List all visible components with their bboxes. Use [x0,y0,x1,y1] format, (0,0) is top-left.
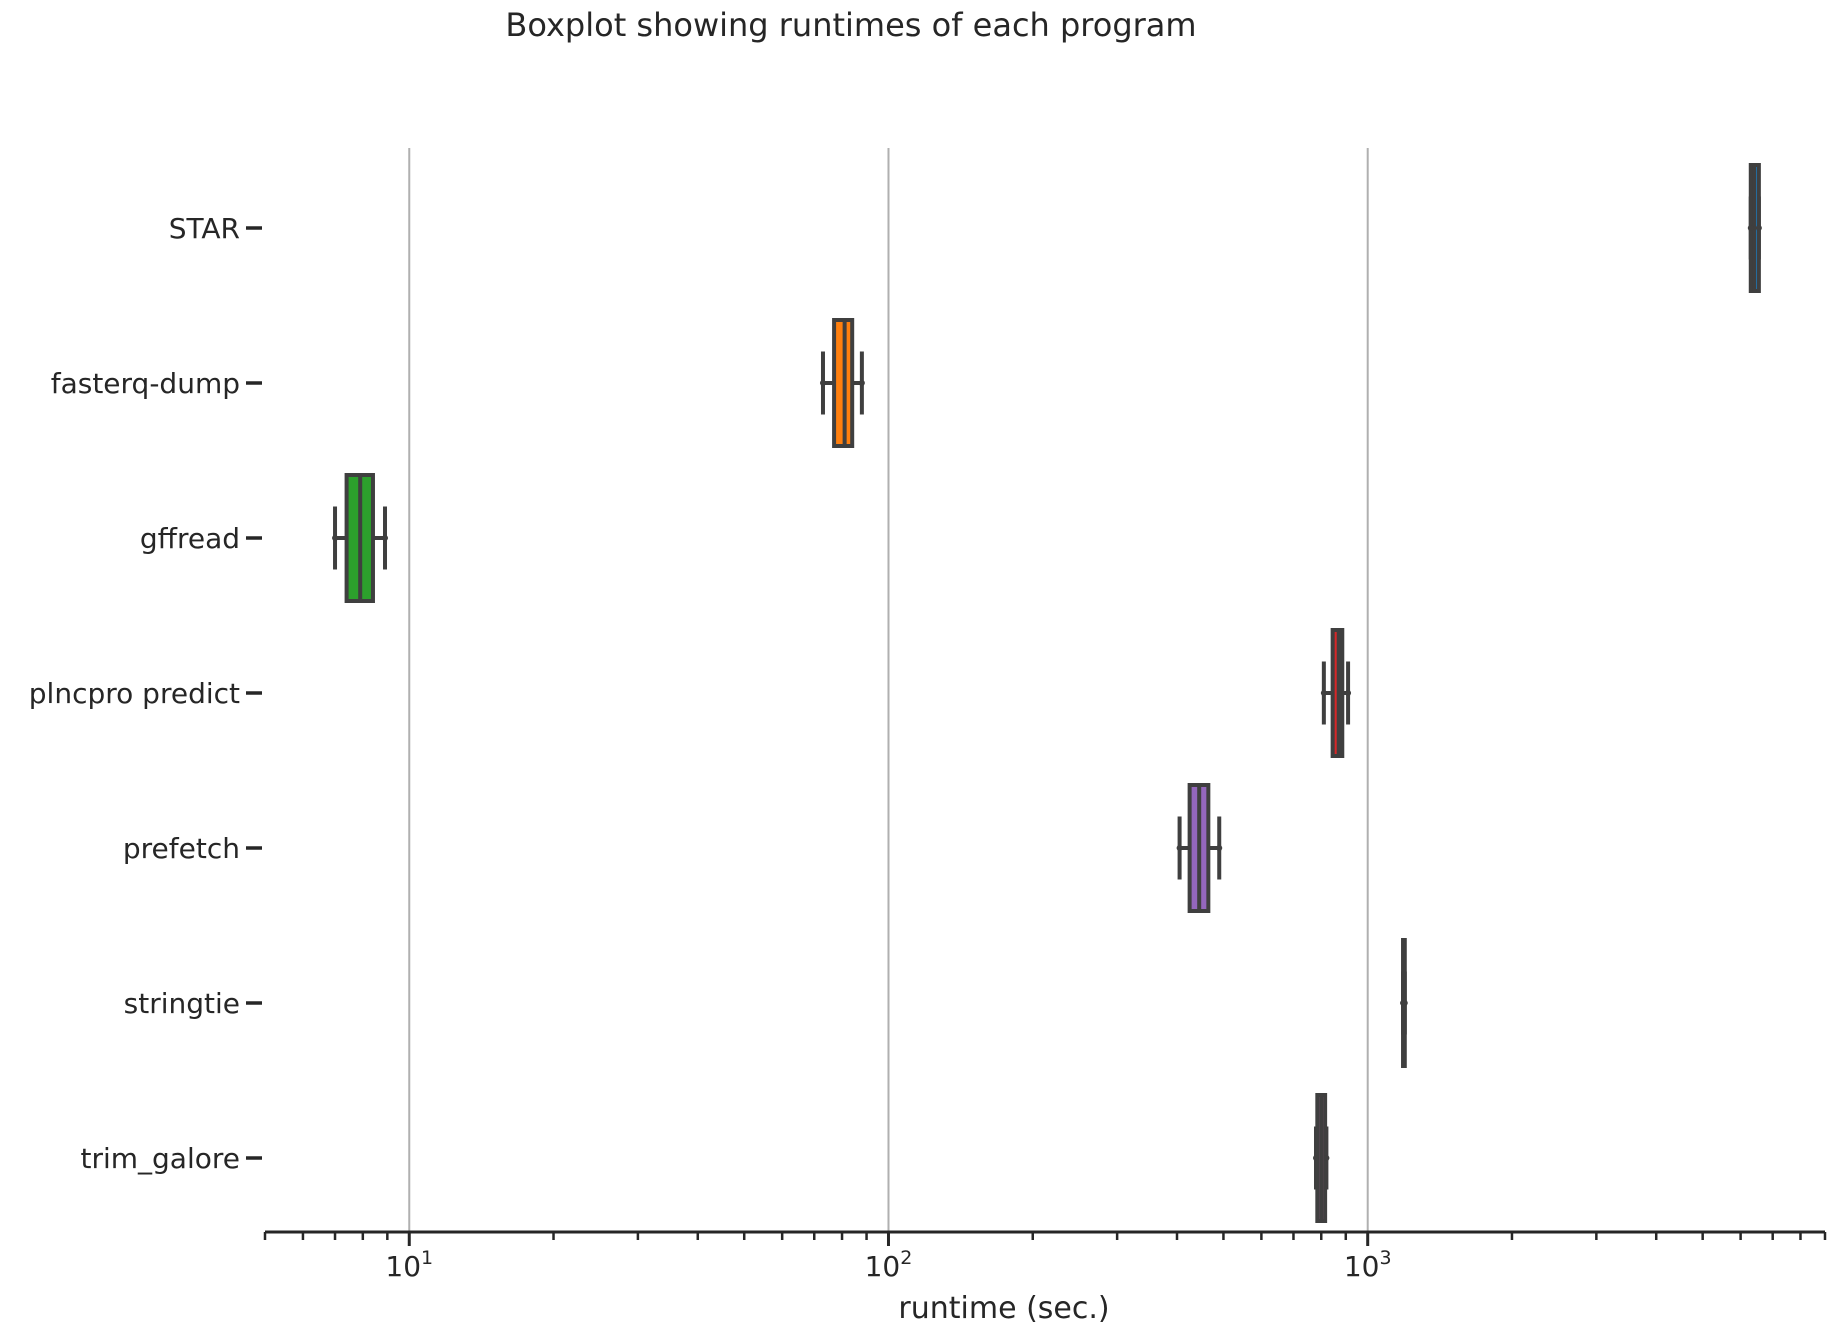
box-star [1747,163,1762,293]
whisker-dot-low [819,380,826,386]
y-axis: STAR fasterq-dump gffread plncpro predict pr… [29,212,262,1175]
y-tick-label: prefetch [123,832,240,865]
whisker-dot-high [1323,1155,1330,1161]
whisker-dot-high [858,380,865,386]
box-series [332,163,1762,1223]
whisker-dot-high [1755,225,1762,231]
x-tick-label: 102 [865,1247,913,1283]
x-axis: 101 102 103 [263,1230,1827,1283]
whisker-dot-low [1747,225,1754,231]
y-tick-label: fasterq-dump [51,367,240,400]
whisker-dot-low [332,535,339,541]
box-fasterq-dump [819,318,865,448]
whisker-dot-high [1401,1000,1408,1006]
box-gffread [332,473,389,603]
whisker-dot-high [1345,690,1352,696]
box-prefetch [1176,783,1223,913]
chart-title: Boxplot showing runtimes of each program [505,6,1196,44]
y-tick-label: gffread [140,522,240,555]
whisker-dot-high [382,535,389,541]
box-plncpro-predict [1320,628,1352,758]
y-tick-label: trim_galore [80,1142,240,1175]
whisker-dot-low [1320,690,1327,696]
x-axis-label: runtime (sec.) [898,1291,1109,1326]
box-trim-galore [1312,1093,1330,1223]
y-tick-label: STAR [169,212,240,245]
box-stringtie [1400,938,1408,1068]
whisker-dot-high [1216,845,1223,851]
y-tick-label: plncpro predict [29,677,240,710]
whisker-dot-low [1312,1155,1319,1161]
y-tick-label: stringtie [124,987,240,1020]
whisker-dot-low [1176,845,1183,851]
x-tick-label: 103 [1344,1247,1392,1283]
x-tick-label: 101 [385,1247,433,1283]
grid-lines [408,148,1369,1232]
